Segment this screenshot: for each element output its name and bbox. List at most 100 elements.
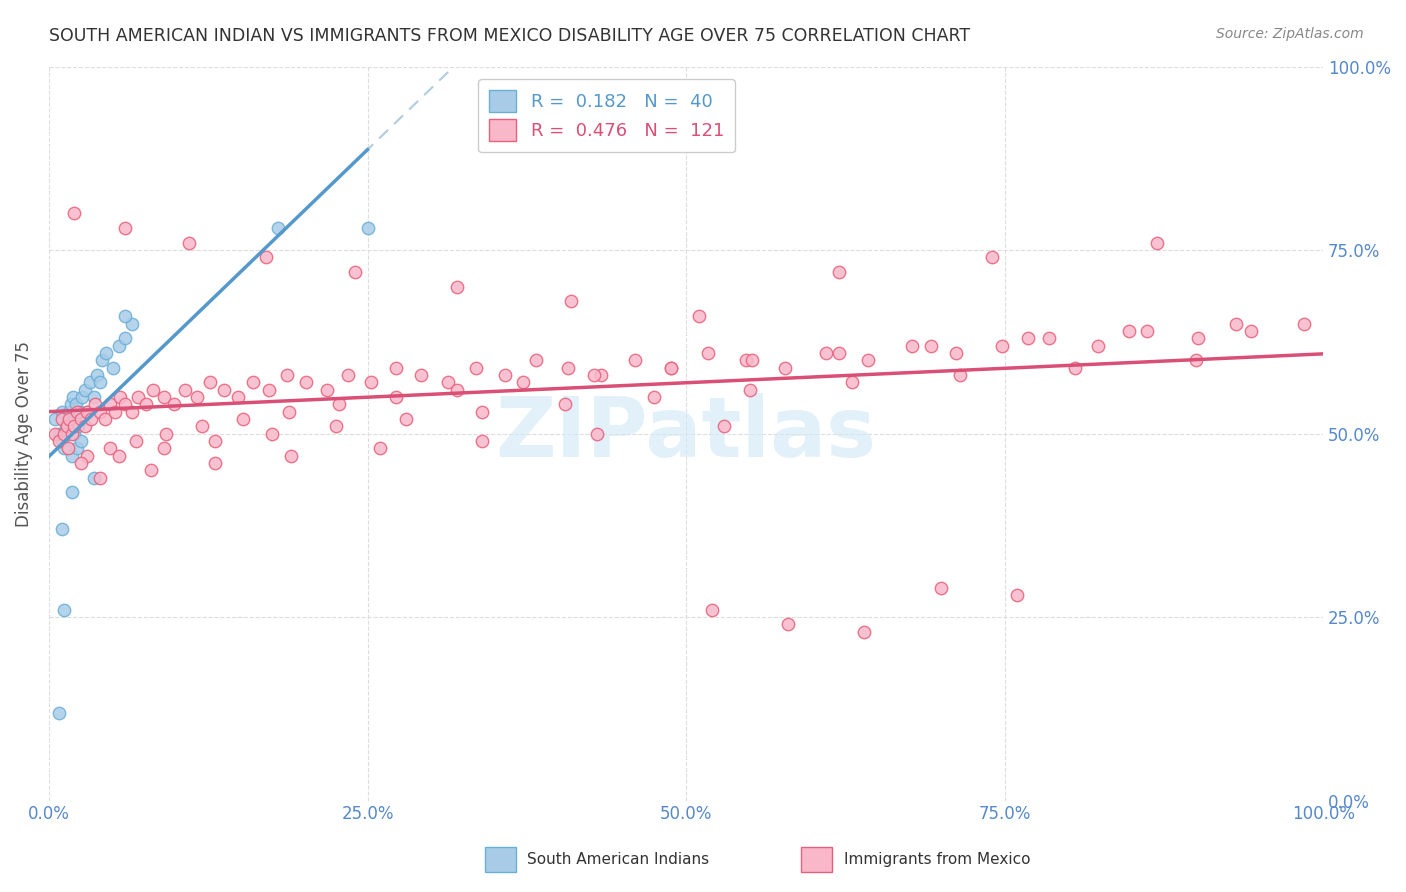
Text: SOUTH AMERICAN INDIAN VS IMMIGRANTS FROM MEXICO DISABILITY AGE OVER 75 CORRELATI: SOUTH AMERICAN INDIAN VS IMMIGRANTS FROM…	[49, 27, 970, 45]
Point	[436, 376, 458, 390]
Point	[186, 390, 208, 404]
Point	[900, 338, 922, 352]
Point	[1184, 353, 1206, 368]
Point	[62, 390, 84, 404]
Point	[83, 470, 105, 484]
Point	[51, 412, 73, 426]
Point	[114, 397, 136, 411]
Point	[89, 470, 111, 484]
Point	[69, 412, 91, 426]
Point	[80, 412, 103, 426]
Point	[1239, 324, 1261, 338]
Point	[384, 390, 406, 404]
Point	[643, 390, 665, 404]
Point	[659, 360, 682, 375]
Point	[1136, 324, 1159, 338]
Point	[1187, 331, 1209, 345]
Point	[86, 368, 108, 382]
Point	[254, 251, 277, 265]
Point	[1118, 324, 1140, 338]
Point	[51, 404, 73, 418]
Point	[624, 353, 647, 368]
Point	[204, 434, 226, 448]
Point	[858, 353, 880, 368]
Legend: R =  0.182   N =  40, R =  0.476   N =  121: R = 0.182 N = 40, R = 0.476 N = 121	[478, 79, 735, 153]
Point	[325, 419, 347, 434]
Point	[226, 390, 249, 404]
Point	[104, 404, 127, 418]
Point	[174, 383, 197, 397]
Point	[945, 346, 967, 360]
Point	[713, 419, 735, 434]
Point	[1063, 360, 1085, 375]
Point	[79, 376, 101, 390]
Text: Source: ZipAtlas.com: Source: ZipAtlas.com	[1216, 27, 1364, 41]
Text: Immigrants from Mexico: Immigrants from Mexico	[844, 853, 1031, 867]
Point	[48, 434, 70, 448]
Point	[464, 360, 486, 375]
Point	[63, 419, 86, 434]
Point	[56, 412, 79, 426]
Point	[560, 294, 582, 309]
Point	[267, 221, 290, 235]
Point	[368, 442, 391, 456]
Point	[815, 346, 838, 360]
Point	[96, 346, 118, 360]
Point	[108, 338, 131, 352]
Point	[69, 404, 91, 418]
Point	[73, 383, 96, 397]
Point	[76, 404, 98, 418]
Point	[152, 390, 174, 404]
Point	[98, 397, 121, 411]
Point	[512, 376, 534, 390]
Point	[65, 397, 87, 411]
Point	[991, 338, 1014, 352]
Point	[67, 419, 90, 434]
Point	[471, 404, 494, 418]
Point	[142, 383, 165, 397]
Point	[60, 426, 83, 441]
Point	[135, 397, 157, 411]
Point	[83, 390, 105, 404]
Point	[89, 404, 111, 418]
Point	[583, 368, 606, 382]
Point	[139, 463, 162, 477]
Point	[51, 522, 73, 536]
Point	[524, 353, 547, 368]
Point	[56, 426, 79, 441]
Point	[98, 442, 121, 456]
Point	[360, 376, 382, 390]
Point	[1038, 331, 1060, 345]
Point	[198, 376, 221, 390]
Point	[586, 426, 609, 441]
Point	[152, 442, 174, 456]
Point	[1087, 338, 1109, 352]
Point	[446, 383, 468, 397]
Point	[277, 404, 299, 418]
Point	[163, 397, 186, 411]
Point	[191, 419, 214, 434]
Point	[53, 603, 76, 617]
Point	[1007, 588, 1029, 602]
Point	[315, 383, 337, 397]
Point	[446, 280, 468, 294]
Point	[920, 338, 942, 352]
Point	[688, 309, 710, 323]
Point	[735, 353, 758, 368]
Point	[63, 206, 86, 220]
Point	[280, 449, 302, 463]
Point	[124, 434, 146, 448]
Point	[696, 346, 718, 360]
Point	[1146, 235, 1168, 250]
Point	[66, 442, 89, 456]
Point	[58, 412, 80, 426]
Point	[260, 426, 283, 441]
Point	[738, 383, 761, 397]
Point	[91, 353, 114, 368]
Point	[471, 434, 494, 448]
Point	[89, 376, 111, 390]
Point	[66, 404, 89, 418]
Point	[114, 221, 136, 235]
Point	[121, 404, 143, 418]
Point	[276, 368, 298, 382]
